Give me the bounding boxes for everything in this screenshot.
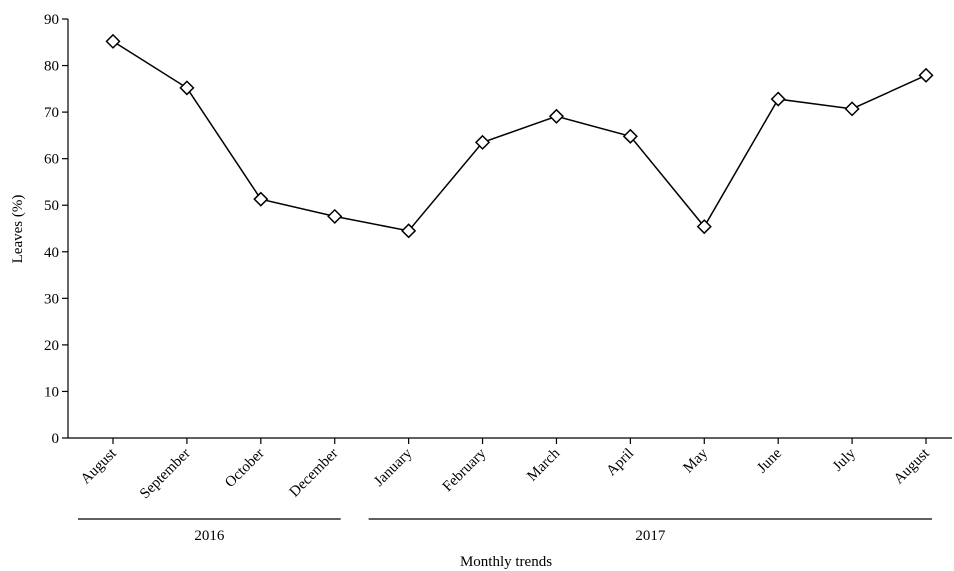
data-point-marker (918, 67, 934, 83)
x-axis-title: Monthly trends (460, 554, 552, 570)
y-tick-label: 0 (52, 431, 60, 447)
y-tick-label: 30 (44, 291, 59, 307)
y-tick-label: 60 (44, 152, 59, 168)
data-point-marker (474, 134, 491, 150)
x-tick-label: August (891, 445, 934, 488)
data-point-marker (327, 208, 343, 224)
y-tick-label: 10 (44, 384, 59, 400)
y-tick-label: 80 (44, 59, 59, 75)
y-tick-label: 40 (44, 245, 59, 261)
data-point-marker (696, 219, 712, 235)
x-tick-label: December (287, 446, 342, 501)
x-tick-label: July (830, 445, 859, 474)
x-tick-label: March (524, 445, 563, 484)
x-tick-label: April (603, 446, 637, 480)
data-point-marker (770, 91, 786, 107)
x-tick-label: May (680, 445, 711, 476)
data-point-marker (401, 223, 417, 239)
data-point-marker (253, 191, 269, 207)
y-axis: 0 10 20 30 40 50 60 70 80 90 (44, 12, 69, 447)
x-tick-label: October (222, 446, 267, 491)
x-tick-label: January (371, 445, 416, 490)
year-groups: 2016 2017 (78, 518, 932, 544)
x-tick-label: June (754, 445, 785, 476)
data-series (105, 33, 934, 239)
year-group-label: 2017 (635, 528, 666, 544)
y-tick-label: 50 (44, 198, 59, 214)
x-tick-label: August (78, 445, 121, 488)
data-point-marker (105, 33, 121, 49)
y-tick-label: 70 (44, 105, 59, 121)
x-axis: August September October December January Feb… (68, 437, 952, 503)
data-point-marker (179, 80, 195, 96)
data-point-marker (622, 128, 638, 144)
data-point-marker (548, 108, 565, 124)
year-group-label: 2016 (194, 528, 225, 544)
x-tick-label: February (440, 445, 490, 495)
data-point-marker (844, 101, 860, 117)
y-axis-title: Leaves (%) (10, 195, 26, 264)
x-tick-label: September (137, 446, 194, 503)
y-tick-label: 90 (44, 12, 59, 28)
series-line (112, 40, 927, 232)
y-tick-label: 20 (44, 338, 59, 354)
